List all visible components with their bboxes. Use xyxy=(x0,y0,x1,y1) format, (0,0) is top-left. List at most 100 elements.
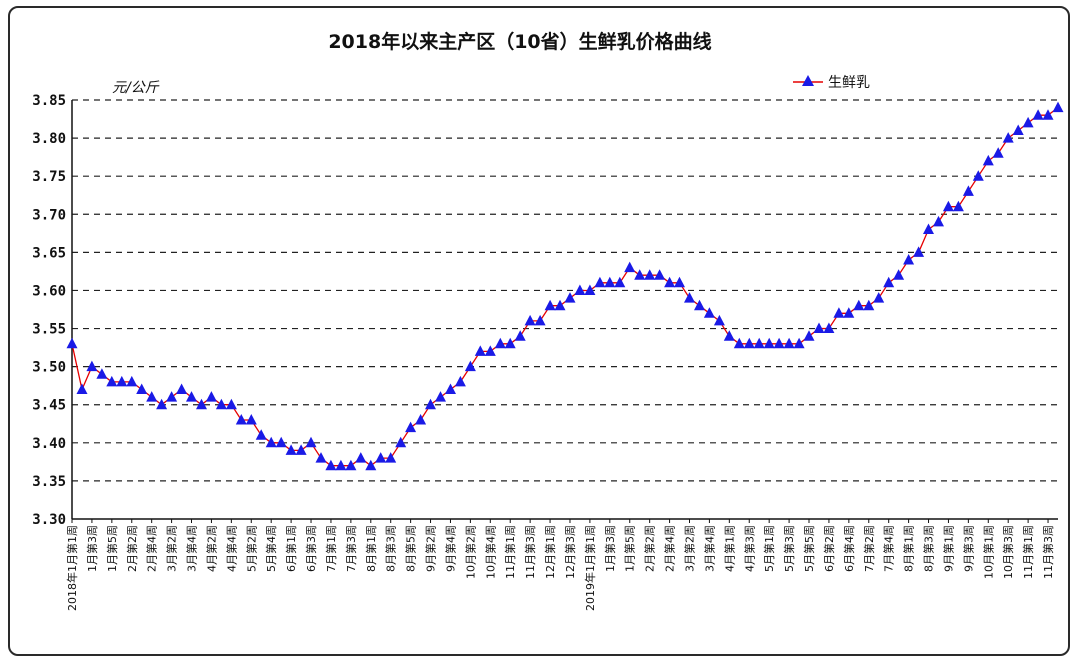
data-point xyxy=(375,452,387,463)
data-point xyxy=(484,345,496,356)
y-tick-label: 3.85 xyxy=(32,93,66,109)
data-point xyxy=(176,383,188,394)
data-point xyxy=(196,398,207,410)
data-point xyxy=(126,375,138,387)
data-point xyxy=(235,414,247,425)
data-point xyxy=(1052,101,1064,113)
data-point xyxy=(873,292,885,303)
data-point xyxy=(116,375,128,387)
x-tick-label: 2019年1月第1周 xyxy=(583,525,597,611)
data-point xyxy=(694,299,705,311)
x-tick-label: 12月第1周 xyxy=(543,525,557,579)
legend-marker xyxy=(802,75,814,86)
x-tick-label: 1月第3周 xyxy=(85,525,99,572)
y-tick-label: 3.30 xyxy=(32,512,66,528)
data-point xyxy=(634,269,646,280)
x-tick-label: 3月第2周 xyxy=(165,525,179,572)
x-tick-label: 10月第3周 xyxy=(1001,525,1015,579)
data-point xyxy=(76,383,88,394)
series-line xyxy=(71,107,1059,467)
x-tick-label: 11月第1周 xyxy=(1021,525,1035,579)
data-point xyxy=(962,185,974,196)
x-tick-label: 12月第3周 xyxy=(563,525,577,579)
x-tick-label: 4月第1周 xyxy=(722,525,736,572)
data-point xyxy=(733,337,745,349)
x-tick-label: 9月第2周 xyxy=(424,525,438,572)
grid xyxy=(72,99,1058,482)
data-point xyxy=(883,276,895,288)
data-point xyxy=(743,337,755,349)
data-point xyxy=(863,299,875,311)
y-tick-label: 3.40 xyxy=(32,436,66,452)
x-tick-label: 2月第2周 xyxy=(643,525,657,572)
data-point xyxy=(285,444,297,455)
data-point xyxy=(554,299,566,311)
x-tick-label: 1月第5周 xyxy=(105,525,119,572)
data-point xyxy=(205,391,217,402)
data-point xyxy=(972,170,984,181)
x-tick-label: 6月第3周 xyxy=(304,525,318,572)
y-tick-label: 3.65 xyxy=(32,245,66,261)
data-point xyxy=(215,398,227,410)
x-tick-label: 8月第3周 xyxy=(384,525,398,572)
x-tick-label: 7月第1周 xyxy=(324,525,338,572)
data-point xyxy=(684,292,695,303)
x-tick-label: 2月第4周 xyxy=(663,525,677,572)
x-tick-label: 4月第4周 xyxy=(224,525,238,572)
series-fresh-milk xyxy=(66,101,1064,471)
data-point xyxy=(255,429,267,440)
x-tick-label: 9月第1周 xyxy=(941,525,955,572)
x-tick-label: 3月第4周 xyxy=(185,525,199,572)
data-point xyxy=(584,284,596,295)
data-point xyxy=(445,383,456,394)
chart-title: 2018年以来主产区（10省）生鲜乳价格曲线 xyxy=(328,30,711,53)
data-point xyxy=(604,276,616,288)
data-point xyxy=(544,299,556,311)
data-point xyxy=(106,375,118,387)
data-point xyxy=(514,330,526,341)
x-tick-label: 7月第2周 xyxy=(862,525,876,572)
data-point xyxy=(186,391,197,402)
data-point xyxy=(464,360,476,372)
x-tick-label: 5月第5周 xyxy=(802,525,816,572)
data-point xyxy=(245,414,257,425)
data-point xyxy=(136,383,148,394)
x-tick-label: 3月第2周 xyxy=(682,525,696,572)
legend-label: 生鲜乳 xyxy=(828,75,870,91)
y-tick-label: 3.45 xyxy=(32,398,66,414)
data-point xyxy=(793,337,805,349)
x-tick-label: 7月第3周 xyxy=(344,525,358,572)
data-point xyxy=(1032,109,1044,120)
data-point xyxy=(833,307,845,318)
data-point xyxy=(654,269,666,280)
data-point xyxy=(982,154,994,166)
data-point xyxy=(534,314,546,326)
data-point xyxy=(325,459,337,471)
data-point xyxy=(723,330,735,341)
x-tick-label: 11月第3周 xyxy=(523,525,537,579)
x-tick-label: 5月第1周 xyxy=(762,525,776,572)
data-point xyxy=(474,345,486,356)
y-tick-label: 3.60 xyxy=(32,283,66,299)
y-tick-label: 3.70 xyxy=(32,207,66,223)
data-point xyxy=(753,337,765,349)
data-point xyxy=(66,337,78,349)
data-point xyxy=(365,459,377,471)
x-tick-label: 3月第4周 xyxy=(702,525,716,572)
y-tick-label: 3.55 xyxy=(32,322,66,338)
data-point xyxy=(225,398,237,410)
data-point xyxy=(713,314,725,326)
data-point xyxy=(803,330,815,341)
x-tick-label: 8月第1周 xyxy=(364,525,378,572)
data-point xyxy=(415,414,427,425)
data-point xyxy=(903,254,915,265)
x-tick-label: 1月第3周 xyxy=(603,525,617,572)
data-point xyxy=(664,276,676,288)
data-point xyxy=(86,360,98,372)
data-point xyxy=(942,200,954,212)
data-point xyxy=(96,368,108,379)
x-tick-label: 6月第2周 xyxy=(822,525,836,572)
x-tick-label: 1月第5周 xyxy=(623,525,637,572)
data-point xyxy=(405,421,417,433)
